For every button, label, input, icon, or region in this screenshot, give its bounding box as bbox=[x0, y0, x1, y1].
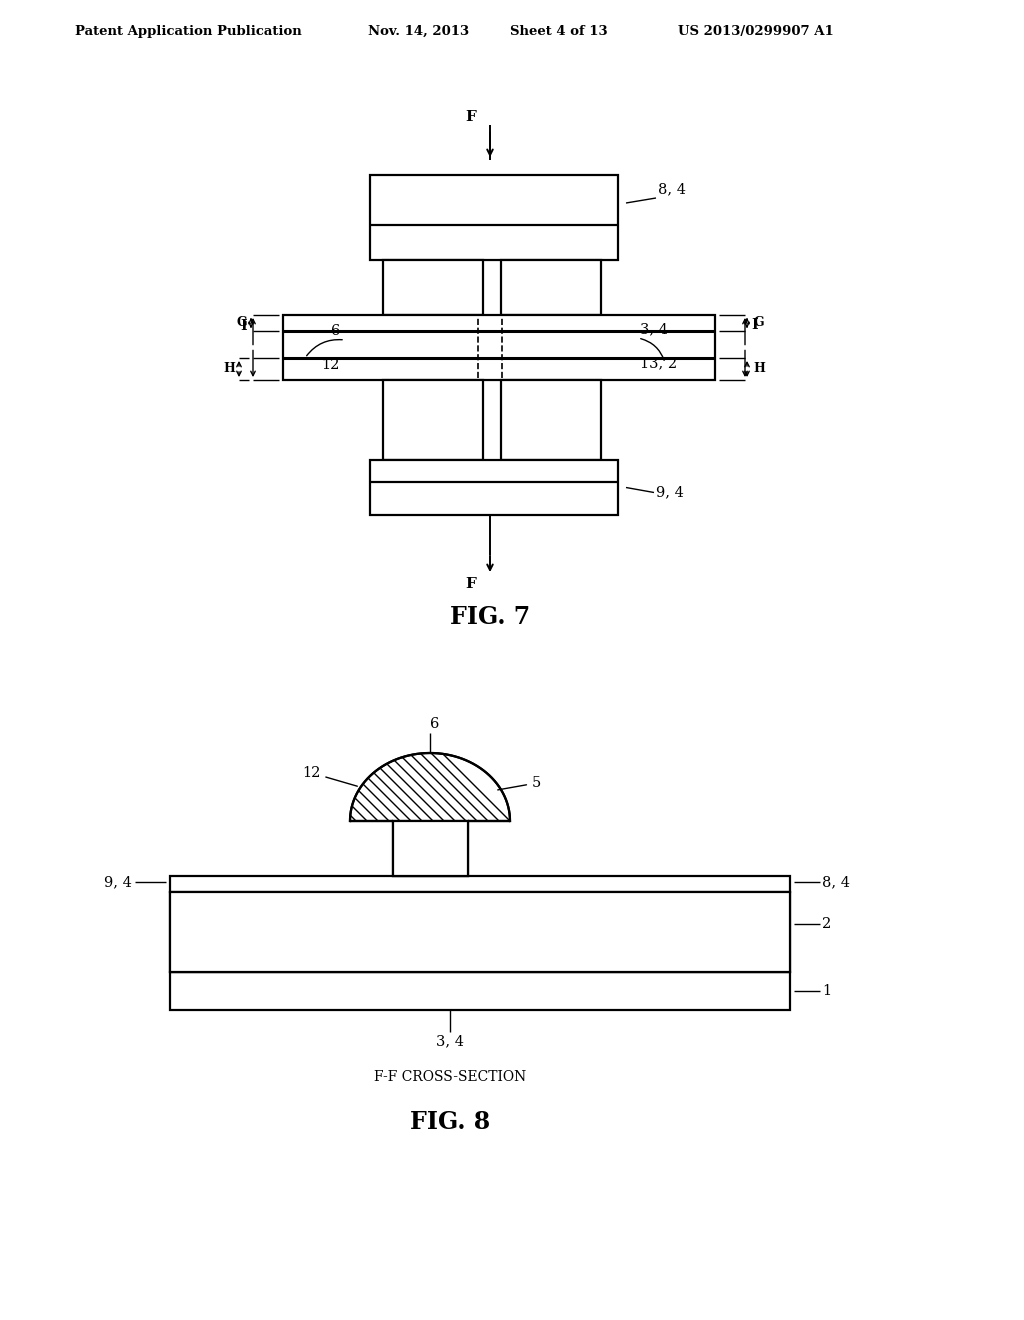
Text: 9, 4: 9, 4 bbox=[656, 486, 684, 499]
Text: F-F CROSS-SECTION: F-F CROSS-SECTION bbox=[374, 1071, 526, 1084]
Text: 8, 4: 8, 4 bbox=[822, 875, 850, 888]
Bar bbox=[370, 459, 618, 515]
Bar bbox=[383, 260, 483, 315]
Text: 6: 6 bbox=[331, 323, 340, 338]
Bar bbox=[283, 315, 715, 380]
Bar bbox=[501, 260, 601, 315]
Text: FIG. 8: FIG. 8 bbox=[410, 1110, 490, 1134]
Bar bbox=[170, 892, 790, 972]
Bar bbox=[501, 380, 601, 459]
Text: 6: 6 bbox=[430, 717, 439, 731]
Text: 3, 4: 3, 4 bbox=[640, 322, 668, 337]
Text: US 2013/0299907 A1: US 2013/0299907 A1 bbox=[678, 25, 834, 38]
Bar bbox=[392, 821, 468, 876]
Text: 12: 12 bbox=[302, 766, 357, 787]
Text: Sheet 4 of 13: Sheet 4 of 13 bbox=[510, 25, 607, 38]
Text: 12: 12 bbox=[322, 358, 340, 372]
Bar bbox=[370, 176, 618, 260]
Text: 13, 2: 13, 2 bbox=[640, 356, 677, 370]
Text: F: F bbox=[465, 110, 476, 124]
Bar bbox=[392, 821, 468, 876]
Text: Nov. 14, 2013: Nov. 14, 2013 bbox=[368, 25, 469, 38]
Text: H: H bbox=[223, 363, 234, 375]
Text: I: I bbox=[241, 319, 247, 333]
Bar bbox=[170, 972, 790, 1010]
Text: I: I bbox=[751, 318, 758, 333]
Bar bbox=[170, 876, 790, 892]
Bar bbox=[170, 892, 790, 972]
Text: FIG. 7: FIG. 7 bbox=[450, 605, 530, 630]
Text: 3, 4: 3, 4 bbox=[436, 1034, 464, 1048]
Text: 5: 5 bbox=[498, 776, 542, 789]
Text: 9, 4: 9, 4 bbox=[104, 875, 132, 888]
Text: 2: 2 bbox=[822, 917, 831, 931]
Text: 8, 4: 8, 4 bbox=[658, 182, 686, 195]
Text: Patent Application Publication: Patent Application Publication bbox=[75, 25, 302, 38]
Text: F: F bbox=[465, 577, 476, 591]
Text: 1: 1 bbox=[822, 983, 831, 998]
Bar bbox=[383, 380, 483, 459]
Text: H: H bbox=[753, 363, 765, 375]
Text: G: G bbox=[237, 317, 247, 330]
Text: G: G bbox=[753, 317, 764, 330]
